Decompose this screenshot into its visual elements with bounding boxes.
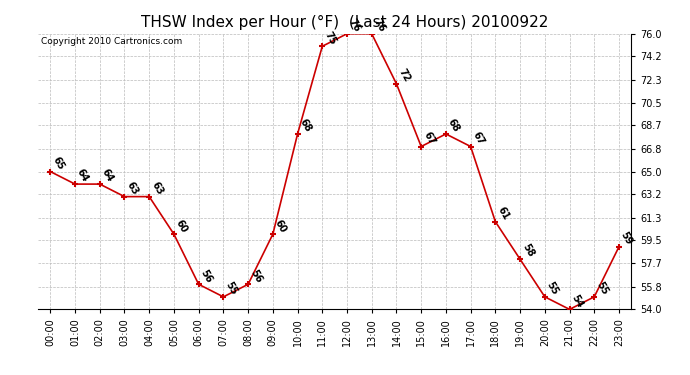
Text: 63: 63 [149,180,165,196]
Text: 60: 60 [273,217,288,234]
Text: 54: 54 [569,292,585,309]
Text: 64: 64 [75,167,90,184]
Text: 72: 72 [397,67,412,84]
Text: 61: 61 [495,205,511,222]
Text: 65: 65 [50,155,66,172]
Text: 67: 67 [421,130,437,147]
Text: 55: 55 [594,280,610,297]
Text: THSW Index per Hour (°F)  (Last 24 Hours) 20100922: THSW Index per Hour (°F) (Last 24 Hours)… [141,15,549,30]
Text: 64: 64 [100,167,115,184]
Text: 75: 75 [322,30,337,46]
Text: Copyright 2010 Cartronics.com: Copyright 2010 Cartronics.com [41,36,182,45]
Text: 67: 67 [471,130,486,147]
Text: 63: 63 [124,180,140,196]
Text: 55: 55 [224,280,239,297]
Text: 58: 58 [520,243,535,259]
Text: 68: 68 [446,117,462,134]
Text: 56: 56 [199,268,214,284]
Text: 76: 76 [347,17,362,34]
Text: 59: 59 [619,230,634,247]
Text: 56: 56 [248,268,264,284]
Text: 55: 55 [545,280,560,297]
Text: 68: 68 [297,117,313,134]
Text: 76: 76 [372,17,387,34]
Text: 60: 60 [174,217,189,234]
